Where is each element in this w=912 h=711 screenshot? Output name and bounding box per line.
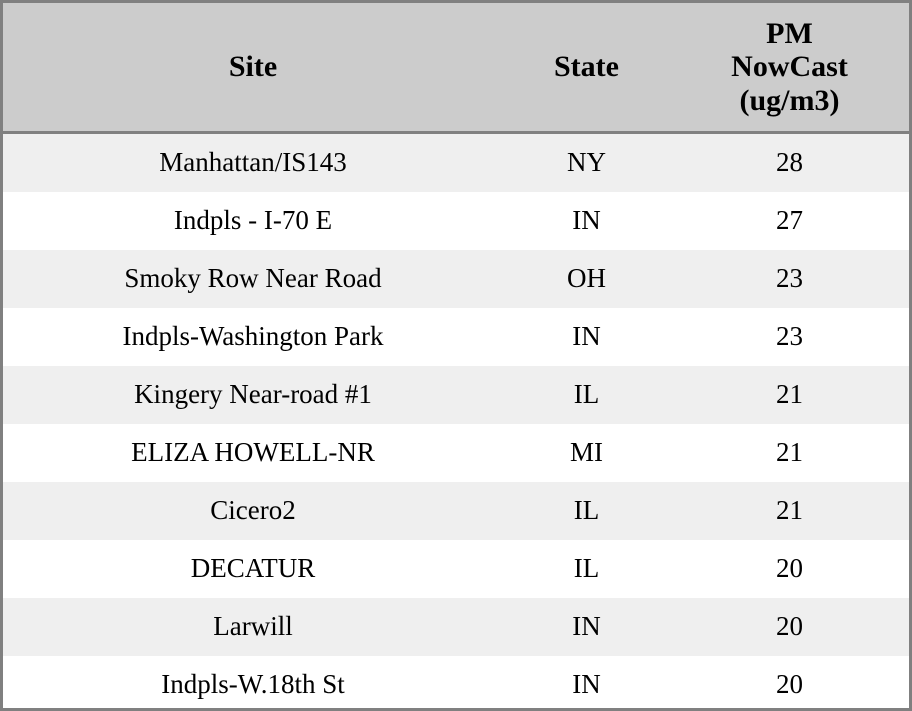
cell-pm-nowcast: 21: [670, 482, 909, 540]
cell-pm-nowcast: 20: [670, 540, 909, 598]
cell-state: IN: [503, 192, 670, 250]
cell-pm-nowcast: 23: [670, 308, 909, 366]
table-row: Smoky Row Near Road OH 23: [3, 250, 909, 308]
cell-state: IL: [503, 482, 670, 540]
cell-site: Cicero2: [3, 482, 503, 540]
column-header-pm-nowcast[interactable]: PM NowCast (ug/m3): [670, 3, 909, 134]
table-row: Kingery Near-road #1 IL 21: [3, 366, 909, 424]
cell-pm-nowcast: 20: [670, 598, 909, 656]
cell-state: IL: [503, 540, 670, 598]
cell-site: ELIZA HOWELL-NR: [3, 424, 503, 482]
cell-site: Smoky Row Near Road: [3, 250, 503, 308]
cell-pm-nowcast: 21: [670, 366, 909, 424]
cell-state: IN: [503, 598, 670, 656]
cell-pm-nowcast: 23: [670, 250, 909, 308]
cell-state: OH: [503, 250, 670, 308]
cell-state: MI: [503, 424, 670, 482]
table-row: Indpls-Washington Park IN 23: [3, 308, 909, 366]
table-row: Larwill IN 20: [3, 598, 909, 656]
table-row: ELIZA HOWELL-NR MI 21: [3, 424, 909, 482]
table-row: Indpls - I-70 E IN 27: [3, 192, 909, 250]
cell-state: IN: [503, 308, 670, 366]
cell-site: DECATUR: [3, 540, 503, 598]
table-row: Indpls-W.18th St IN 20: [3, 656, 909, 708]
cell-pm-nowcast: 28: [670, 132, 909, 192]
pm-nowcast-table: Site State PM NowCast (ug/m3) Manhattan/…: [3, 3, 909, 708]
table-header-row: Site State PM NowCast (ug/m3): [3, 3, 909, 134]
table-row: Cicero2 IL 21: [3, 482, 909, 540]
cell-site: Indpls-Washington Park: [3, 308, 503, 366]
cell-pm-nowcast: 20: [670, 656, 909, 708]
table-header: Site State PM NowCast (ug/m3): [3, 3, 909, 134]
cell-site: Indpls - I-70 E: [3, 192, 503, 250]
table-body: Manhattan/IS143 NY 28 Indpls - I-70 E IN…: [3, 132, 909, 708]
cell-site: Kingery Near-road #1: [3, 366, 503, 424]
table-row: DECATUR IL 20: [3, 540, 909, 598]
cell-state: NY: [503, 132, 670, 192]
cell-site: Manhattan/IS143: [3, 132, 503, 192]
table-row: Manhattan/IS143 NY 28: [3, 132, 909, 192]
cell-site: Indpls-W.18th St: [3, 656, 503, 708]
cell-pm-nowcast: 27: [670, 192, 909, 250]
cell-pm-nowcast: 21: [670, 424, 909, 482]
cell-site: Larwill: [3, 598, 503, 656]
cell-state: IN: [503, 656, 670, 708]
column-header-site[interactable]: Site: [3, 3, 503, 134]
cell-state: IL: [503, 366, 670, 424]
column-header-state[interactable]: State: [503, 3, 670, 134]
